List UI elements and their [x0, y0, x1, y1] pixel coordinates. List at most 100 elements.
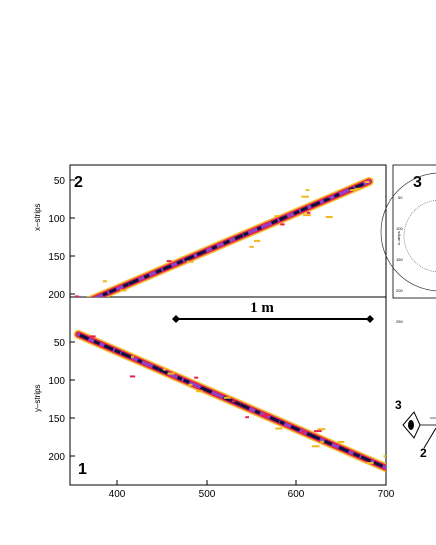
- track-hit: [310, 201, 321, 208]
- noise-hit: [274, 215, 279, 218]
- side-panel: 3 x–strips 50 100 150 200 250: [380, 164, 436, 324]
- track-hit: [254, 409, 261, 415]
- track-hit: [278, 214, 288, 222]
- noise-hit: [301, 195, 309, 198]
- noise-hit: [231, 400, 236, 403]
- track-hit: [360, 455, 372, 463]
- track-hit: [93, 339, 101, 346]
- noise-hit: [223, 396, 231, 399]
- noise-hit: [129, 375, 136, 378]
- noise-hit: [162, 368, 167, 371]
- track-hit: [84, 298, 91, 304]
- track-hit: [306, 432, 314, 438]
- track-hit: [290, 425, 301, 432]
- track-hit: [102, 291, 109, 297]
- track-hit: [354, 182, 365, 189]
- detector-view-label: 2: [420, 446, 427, 460]
- noise-hit: [166, 260, 172, 263]
- track-hit: [103, 344, 114, 351]
- detector-diagram: 3 2: [395, 398, 436, 460]
- noise-hit: [314, 430, 322, 433]
- bottom-ytick-label: 100: [48, 376, 65, 387]
- noise-hit: [194, 376, 199, 379]
- track-hit: [176, 375, 183, 381]
- top-ytick-label: 50: [54, 176, 66, 187]
- noise-hit: [349, 189, 357, 192]
- track-hit: [77, 300, 88, 307]
- side-ytick-label: 200: [396, 288, 403, 293]
- bottom-y-axis-label: y–strips: [33, 384, 42, 412]
- noise-hit: [261, 414, 268, 417]
- noise-hit: [101, 299, 108, 301]
- scale-bar: 1 m: [172, 300, 374, 323]
- bottom-y-ticks: 50 100 150 200: [48, 338, 75, 463]
- track-hit: [293, 209, 300, 216]
- x-tick-label: 600: [288, 489, 305, 500]
- noise-hit: [303, 214, 311, 217]
- track-hit: [183, 378, 190, 384]
- side-ytick-label: 250: [396, 319, 403, 324]
- noise-hit: [305, 189, 310, 192]
- track-hit: [79, 333, 90, 341]
- noise-hit: [311, 445, 320, 448]
- track-hit: [151, 365, 160, 371]
- scale-bar-label: 1 m: [250, 300, 274, 316]
- track-hit: [162, 264, 173, 271]
- noise-hit: [366, 462, 374, 465]
- track-hit: [234, 233, 244, 241]
- bottom-ytick-label: 50: [54, 338, 66, 349]
- track-hit: [300, 206, 309, 213]
- bottom-ytick-label: 150: [48, 414, 65, 425]
- noise-hit: [102, 280, 107, 283]
- track-hit: [323, 196, 331, 203]
- track-hit: [205, 388, 213, 394]
- noise-hit: [186, 260, 194, 263]
- track-hit: [120, 351, 132, 359]
- noise-hit: [254, 239, 261, 242]
- noise-hit: [306, 211, 311, 214]
- noise-hit: [74, 295, 80, 297]
- noise-hit: [120, 289, 127, 292]
- track-hit: [183, 254, 195, 262]
- track-hit: [196, 249, 207, 257]
- track-hit: [108, 287, 117, 294]
- track-bottom: [73, 329, 386, 473]
- scale-bar-right-diamond: [366, 315, 374, 323]
- track-hit: [114, 348, 122, 355]
- track-hit: [311, 434, 321, 441]
- noise-hit: [337, 440, 345, 443]
- noise-hit: [196, 390, 203, 393]
- top-ytick-label: 200: [48, 290, 65, 301]
- track-hit: [338, 445, 350, 453]
- side-panel-frame: [392, 164, 436, 299]
- side-y-axis-label: x–strips: [396, 231, 401, 245]
- track-hit: [373, 460, 384, 468]
- side-panel-inner-arc: [403, 199, 436, 273]
- track-hit: [222, 239, 231, 245]
- top-y-ticks: 50 100 150 200: [48, 176, 75, 301]
- noise-hit: [301, 431, 306, 434]
- noise-hit: [167, 372, 175, 375]
- scale-bar-left-diamond: [172, 315, 180, 323]
- panel-number-side: 3: [413, 174, 422, 191]
- side-panel-outer-arc: [380, 172, 436, 292]
- track-hit: [279, 420, 286, 426]
- track-hit: [122, 282, 129, 288]
- noise-hit: [249, 245, 254, 248]
- x-tick-label: 500: [199, 489, 216, 500]
- top-ytick-label: 100: [48, 214, 65, 225]
- track-hit: [323, 439, 333, 446]
- track-hit: [211, 244, 218, 250]
- x-axis-ticks: 400 500 600 700: [109, 480, 395, 500]
- noise-hit: [280, 223, 285, 226]
- noise-hit: [89, 335, 96, 338]
- view-line-2: [423, 427, 436, 449]
- noise-hit: [354, 188, 361, 191]
- track-top: [74, 177, 374, 307]
- bottom-panel-frame: [69, 296, 387, 486]
- top-y-axis-label: x–strips: [33, 203, 42, 231]
- top-ytick-label: 150: [48, 252, 65, 263]
- track-hit: [239, 403, 250, 410]
- x-tick-label: 700: [378, 489, 395, 500]
